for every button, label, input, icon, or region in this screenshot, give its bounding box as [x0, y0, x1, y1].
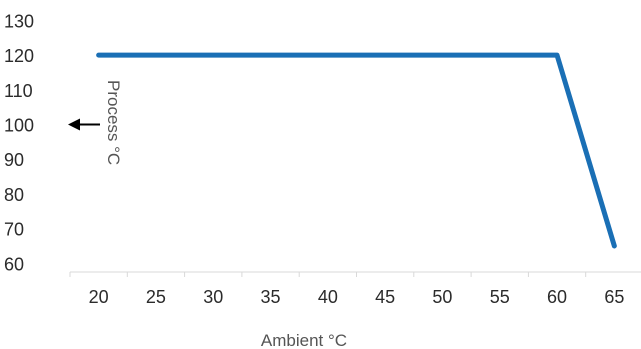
y-tick-label: 100	[4, 116, 34, 136]
x-tick-label: 60	[547, 287, 567, 307]
x-tick-label: 35	[261, 287, 281, 307]
y-tick-label: 60	[4, 254, 24, 274]
x-tick-label: 20	[89, 287, 109, 307]
y-axis-ticks: 60 70 80 90 100 110 120 130	[4, 11, 34, 274]
y-tick-label: 120	[4, 46, 34, 66]
y-tick-label: 110	[4, 81, 33, 101]
annotations	[68, 118, 100, 131]
series-group	[96, 52, 617, 249]
x-tick-label: 25	[146, 287, 166, 307]
x-tick-label: 55	[490, 287, 510, 307]
x-axis-ticks: 20 25 30 35 40 45 50 55 60 65	[69, 272, 624, 307]
x-tick-label: 40	[318, 287, 338, 307]
y-tick-label: 90	[4, 150, 24, 170]
x-tick-label: 65	[604, 287, 624, 307]
x-axis-title: Ambient °C	[261, 331, 347, 349]
y-tick-label: 80	[4, 185, 24, 205]
y-axis-title: Process °C	[104, 80, 123, 165]
x-tick-label: 30	[203, 287, 223, 307]
x-tick-label: 50	[432, 287, 452, 307]
arrow-left-icon	[68, 118, 80, 131]
y-tick-label: 70	[4, 220, 24, 240]
series-line	[96, 52, 617, 249]
x-tick-label: 45	[375, 287, 395, 307]
y-tick-label: 130	[4, 11, 34, 31]
